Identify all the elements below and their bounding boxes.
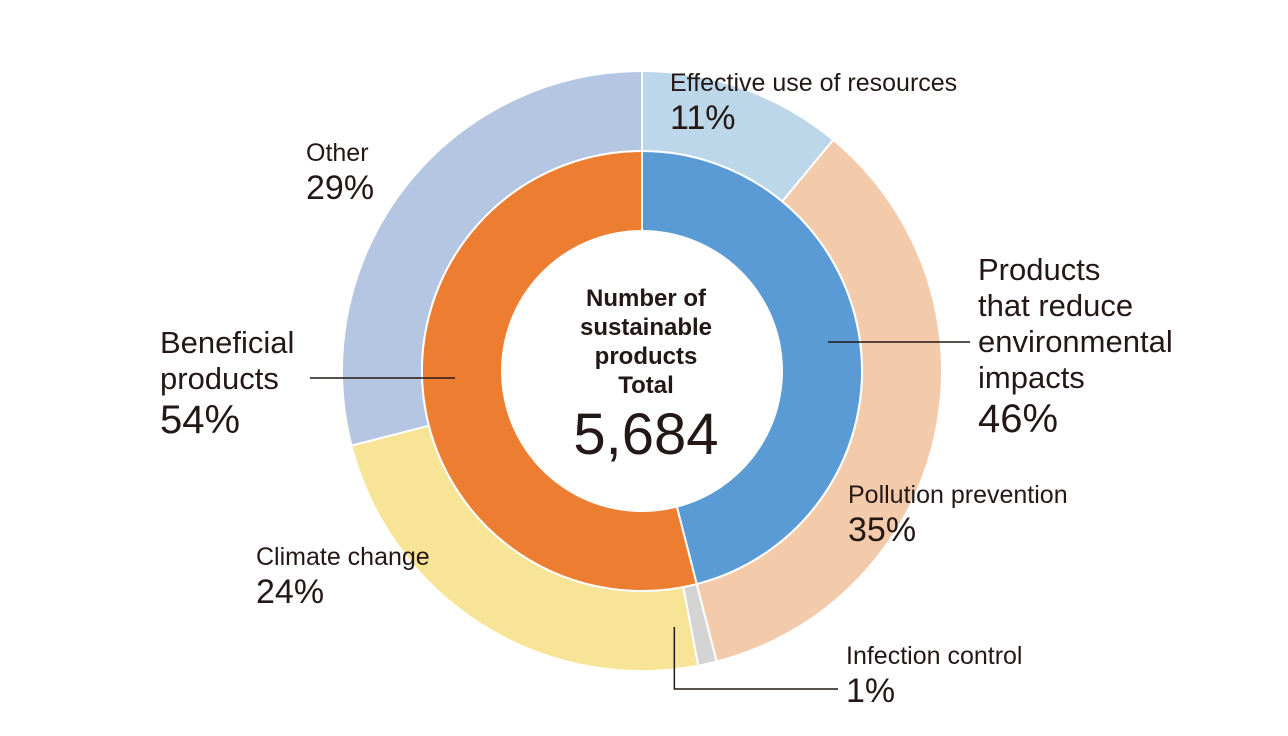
label-effective-use: Effective use of resources 11% — [670, 68, 957, 138]
label-percent: 29% — [306, 169, 375, 207]
label-percent: 1% — [846, 672, 896, 710]
leader-lines — [310, 341, 970, 690]
label-climate: Climate change 24% — [256, 542, 430, 612]
label-name: Climate change — [256, 543, 430, 571]
center-total: 5,684 — [573, 402, 719, 467]
label-reduce-impacts: Products that reduce environmental impac… — [978, 252, 1173, 442]
leader-line-infection — [673, 626, 838, 690]
label-name: Other — [306, 139, 369, 167]
center-label: Number of sustainable products Total 5,6… — [540, 284, 752, 468]
inner-slice-beneficial-products — [421, 149, 698, 592]
label-name: Beneficial products — [160, 325, 295, 396]
label-beneficial: Beneficial products 54% — [160, 325, 294, 443]
label-percent: 11% — [670, 99, 736, 137]
label-percent: 24% — [256, 573, 325, 611]
label-pollution: Pollution prevention 35% — [848, 480, 1068, 550]
label-percent: 54% — [160, 398, 241, 442]
label-percent: 35% — [848, 511, 917, 549]
inner-ring — [421, 149, 863, 592]
label-percent: 46% — [978, 397, 1059, 441]
label-other: Other 29% — [306, 138, 374, 208]
label-name: Infection control — [846, 642, 1023, 670]
label-name: Pollution prevention — [848, 481, 1068, 509]
inner-slice-products-that-reduce-environmental-impacts — [641, 149, 863, 586]
label-name: Products that reduce environmental impac… — [978, 252, 1173, 395]
label-infection: Infection control 1% — [846, 641, 1023, 711]
label-name: Effective use of resources — [670, 69, 958, 97]
center-title: Number of sustainable products Total — [579, 285, 713, 399]
